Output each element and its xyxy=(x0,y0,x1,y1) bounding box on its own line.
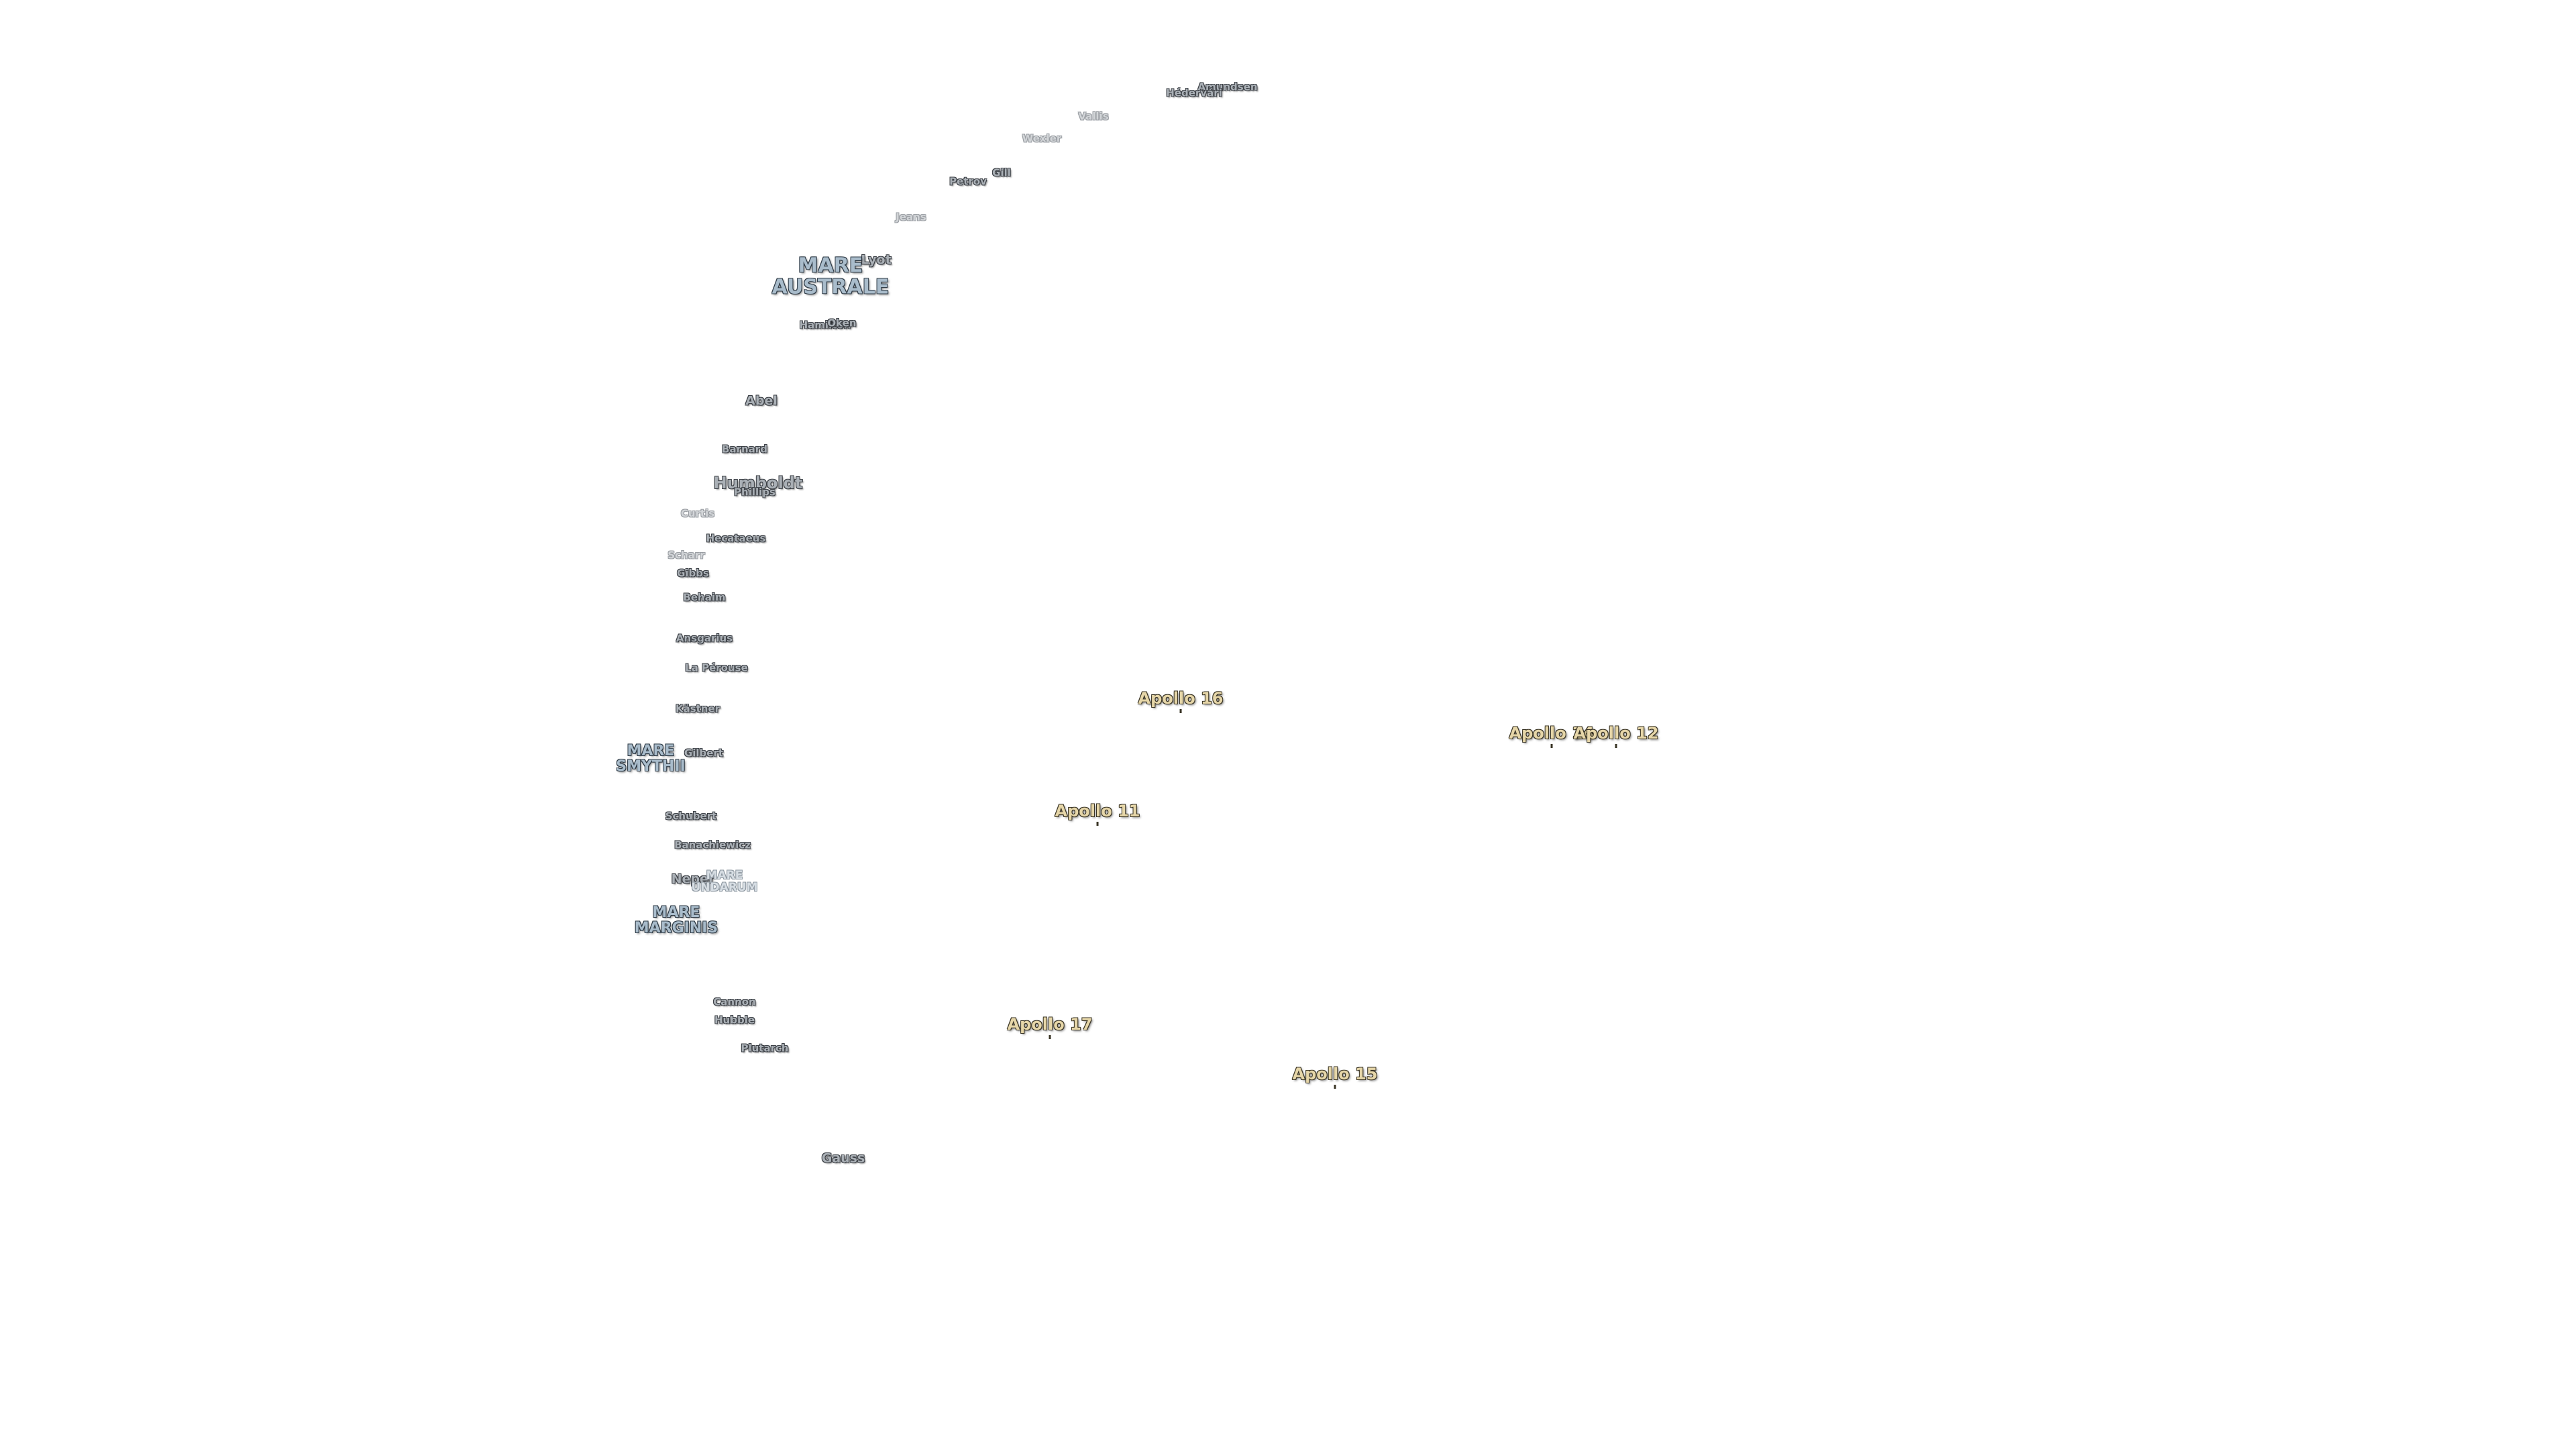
apollo-17-label: Apollo 17 xyxy=(1007,1015,1093,1034)
label-gauss[interactable]: Gauss xyxy=(821,1150,865,1166)
apollo-17-site[interactable]: Apollo 17 xyxy=(1007,1015,1093,1039)
label-barnard[interactable]: Barnard xyxy=(722,443,767,455)
apollo-12-site[interactable]: Apollo 12 xyxy=(1573,724,1659,748)
label-kastner[interactable]: Kästner xyxy=(675,702,720,715)
apollo-14-label: Apollo 14 xyxy=(1509,724,1595,743)
label-hecataeus[interactable]: Hecataeus xyxy=(706,532,766,545)
label-oken[interactable]: Oken xyxy=(827,317,857,329)
apollo-15-site[interactable]: Apollo 15 xyxy=(1292,1065,1378,1089)
apollo-11-site[interactable]: Apollo 11 xyxy=(1055,802,1140,826)
label-la-perouse[interactable]: La Pérouse xyxy=(685,661,748,674)
apollo-15-label: Apollo 15 xyxy=(1292,1065,1378,1083)
mare-marginis-text: MARE MARGINIS xyxy=(634,904,718,936)
label-schubert[interactable]: Schubert xyxy=(665,810,717,822)
label-hamilton[interactable]: Hamilton xyxy=(799,319,851,331)
label-vallis[interactable]: Vallis xyxy=(1078,110,1109,123)
label-banachiewicz[interactable]: Banachiewicz xyxy=(674,839,751,851)
label-neper[interactable]: Neper xyxy=(671,871,715,887)
apollo-11-pin-icon xyxy=(1097,822,1099,826)
label-gill[interactable]: Gill xyxy=(992,166,1011,179)
label-lyot[interactable]: Lyot xyxy=(861,252,892,268)
mare-undarum-text: MARE UNDARUM xyxy=(691,869,758,894)
mare-australe-text: MARE AUSTRALE xyxy=(771,254,890,299)
label-gibbs[interactable]: Gibbs xyxy=(677,567,709,580)
label-hedervari[interactable]: Hédervári xyxy=(1166,87,1222,99)
apollo-16-label: Apollo 16 xyxy=(1138,689,1224,708)
label-mare-smythii[interactable]: MARE SMYTHII xyxy=(616,743,685,774)
label-plutarch[interactable]: Plutarch xyxy=(741,1042,789,1055)
apollo-17-pin-icon xyxy=(1049,1035,1051,1039)
apollo-12-pin-icon xyxy=(1615,744,1617,748)
label-jeans[interactable]: Jeans xyxy=(896,211,926,223)
label-mare-marginis[interactable]: MARE MARGINIS xyxy=(635,905,718,936)
apollo-16-pin-icon xyxy=(1180,709,1182,713)
label-humboldt[interactable]: Humboldt xyxy=(713,474,803,492)
label-amundsen[interactable]: Amundsen xyxy=(1197,80,1258,93)
mare-smythii-text: MARE SMYTHII xyxy=(616,742,686,775)
label-curtis[interactable]: Curtis xyxy=(680,507,715,520)
apollo-11-label: Apollo 11 xyxy=(1055,802,1140,820)
apollo-15-pin-icon xyxy=(1334,1085,1336,1089)
label-behaim[interactable]: Behaim xyxy=(683,591,726,604)
apollo-14-site[interactable]: Apollo 14 xyxy=(1509,724,1595,748)
label-cannon[interactable]: Cannon xyxy=(713,996,756,1008)
label-gilbert[interactable]: Gilbert xyxy=(684,747,724,759)
label-abel[interactable]: Abel xyxy=(745,393,777,409)
label-ansgarius[interactable]: Ansgarius xyxy=(676,632,733,645)
label-petrov[interactable]: Petrov xyxy=(949,175,987,188)
label-mare-undarum[interactable]: MARE UNDARUM xyxy=(691,869,758,894)
label-wexler[interactable]: Wexler xyxy=(1022,132,1062,145)
apollo-14-pin-icon xyxy=(1551,744,1553,748)
label-hubble[interactable]: Hubble xyxy=(714,1014,755,1026)
apollo-16-site[interactable]: Apollo 16 xyxy=(1138,689,1224,713)
label-scharr[interactable]: Scharr xyxy=(667,549,705,561)
label-mare-australe[interactable]: MARE AUSTRALE xyxy=(771,254,890,299)
apollo-12-label: Apollo 12 xyxy=(1573,724,1659,743)
label-phillips[interactable]: Phillips xyxy=(734,486,775,498)
